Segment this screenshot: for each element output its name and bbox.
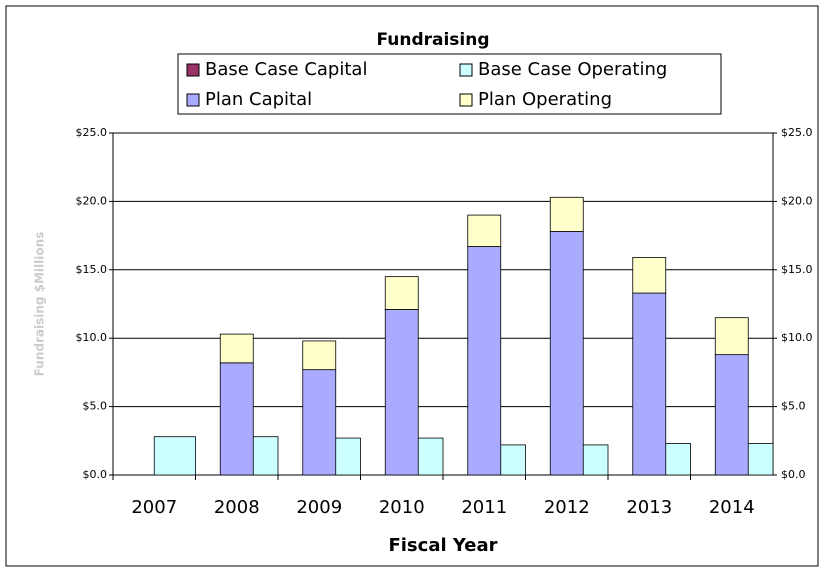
legend-label: Base Case Capital — [205, 59, 367, 80]
bar — [632, 292, 667, 476]
bar — [467, 214, 502, 247]
legend-swatch — [459, 63, 473, 77]
bar — [714, 317, 749, 356]
y-tick-label: $5.0 — [83, 400, 108, 413]
legend-swatch — [459, 93, 473, 107]
legend-label: Plan Operating — [478, 89, 612, 110]
legend-label: Base Case Operating — [478, 59, 667, 80]
bar — [632, 257, 667, 294]
y2-tick-label: $20.0 — [781, 194, 813, 207]
legend-swatch — [186, 63, 200, 77]
y2-tick-label: $15.0 — [781, 263, 813, 276]
x-tick-label: 2010 — [379, 497, 425, 518]
bar — [153, 436, 196, 476]
y-axis-title: Fundraising $Millions — [33, 232, 47, 377]
x-axis-title: Fiscal Year — [388, 535, 497, 556]
x-tick-label: 2008 — [214, 497, 260, 518]
y-tick-label: $20.0 — [76, 194, 108, 207]
y-tick-label: $15.0 — [76, 263, 108, 276]
bar — [467, 246, 502, 476]
y2-tick-label: $0.0 — [781, 468, 806, 481]
y-tick-label: $25.0 — [76, 126, 108, 139]
bar — [549, 196, 584, 232]
bar — [384, 276, 419, 310]
y2-tick-label: $10.0 — [781, 331, 813, 344]
y-tick-label: $0.0 — [83, 468, 108, 481]
y-tick-label: $10.0 — [76, 331, 108, 344]
bar — [302, 340, 337, 371]
x-tick-label: 2009 — [296, 497, 342, 518]
bar — [219, 333, 254, 364]
x-tick-label: 2007 — [131, 497, 177, 518]
bar — [384, 309, 419, 476]
x-tick-label: 2011 — [461, 497, 507, 518]
legend-swatch — [186, 93, 200, 107]
legend-box — [177, 53, 722, 115]
chart-title: Fundraising — [376, 30, 489, 50]
legend-label: Plan Capital — [205, 89, 312, 110]
bar — [302, 369, 337, 476]
bar — [714, 354, 749, 476]
bar — [219, 362, 254, 476]
x-tick-label: 2013 — [626, 497, 672, 518]
y2-tick-label: $25.0 — [781, 126, 813, 139]
bar — [549, 231, 584, 476]
x-tick-label: 2014 — [709, 497, 755, 518]
x-tick-label: 2012 — [544, 497, 590, 518]
y2-tick-label: $5.0 — [781, 400, 806, 413]
